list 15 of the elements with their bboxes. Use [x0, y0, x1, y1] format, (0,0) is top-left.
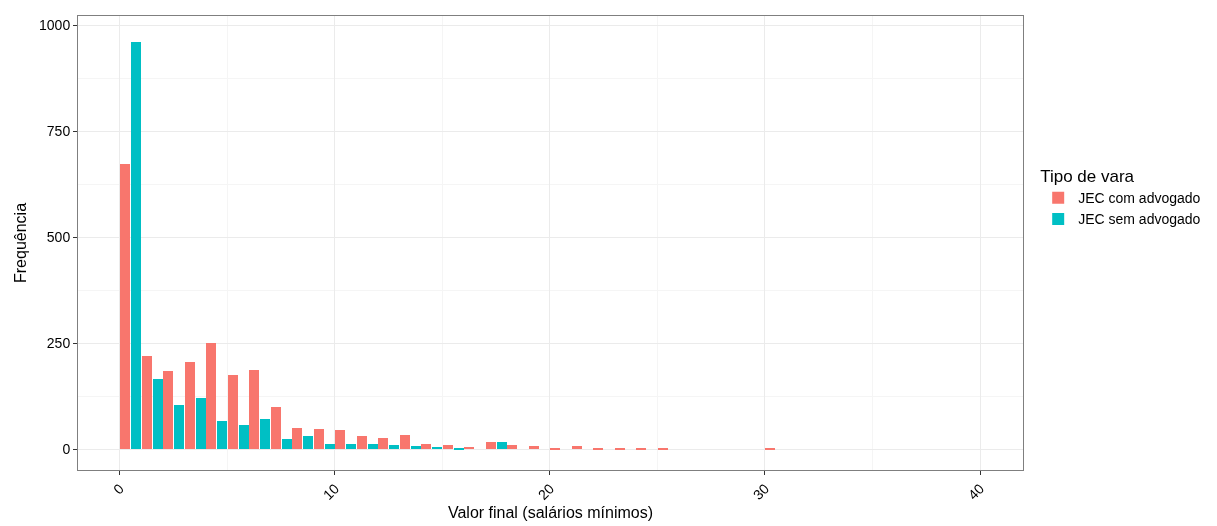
y-axis-title: Frequência [11, 202, 29, 284]
x-axis-title: Valor final (salários mínimos) [447, 503, 654, 521]
x-tick-label: 0 [110, 480, 128, 498]
y-tick-label: 750 [46, 123, 71, 140]
legend-title: Tipo de vara [1040, 167, 1135, 187]
x-tick-label: 40 [964, 480, 988, 503]
x-tick-label: 30 [749, 480, 773, 503]
y-tick-label: 250 [46, 335, 71, 352]
y-tick-label: 500 [46, 229, 71, 246]
x-tick-label: 10 [319, 480, 343, 503]
legend-label: JEC com advogado [1078, 190, 1201, 207]
legend-label: JEC sem advogado [1078, 211, 1201, 228]
y-tick-label: 0 [62, 441, 71, 458]
y-tick-label: 1000 [39, 17, 71, 34]
x-tick-label: 20 [534, 480, 558, 503]
